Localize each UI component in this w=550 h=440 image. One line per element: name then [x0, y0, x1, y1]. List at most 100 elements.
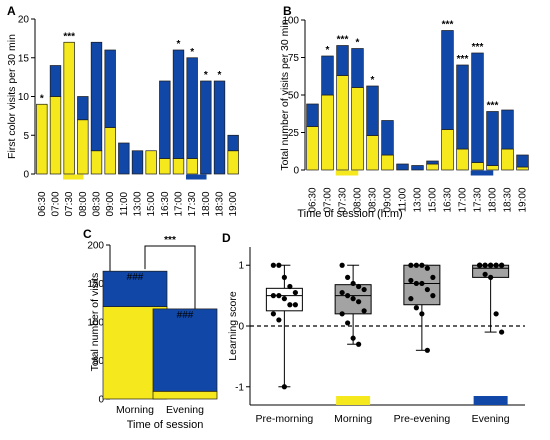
panel-b-period-marker [470, 170, 494, 176]
panel-b-bar-blue [501, 109, 514, 150]
panel-b-x-tick-label: 13:00 [413, 187, 424, 212]
panel-a-significance-label: * [204, 70, 208, 81]
panel-d-data-point [361, 308, 367, 314]
panel-a-x-tick-label: 08:30 [92, 191, 103, 216]
panel-d-data-point [356, 341, 362, 347]
panel-a-y-tick-label: 20 [18, 15, 30, 26]
panel-b-significance-label: * [371, 75, 375, 86]
panel-b-x-tick-label: 08:30 [368, 187, 379, 212]
panel-b-bar-blue [381, 120, 394, 156]
panel-b-bar-yellow [426, 163, 439, 171]
panel-b-bar-yellow [351, 87, 364, 171]
panel-d-data-point [356, 283, 362, 290]
panel-d-data-point [488, 274, 494, 280]
panel-b-significance-label: *** [337, 35, 349, 46]
panel-b-x-tick-label: 08:00 [353, 187, 364, 212]
panel-d-y-tick-label: -1 [235, 382, 244, 393]
panel-b-significance-label: *** [442, 20, 454, 31]
panel-d-data-point [270, 262, 276, 268]
panel-b-x-tick-label: 18:30 [503, 187, 514, 212]
panel-d-y-axis-title: Learning score [227, 291, 239, 361]
panel-a-period-marker [63, 174, 84, 180]
panel-d-x-tick-label: Pre-morning [255, 413, 313, 425]
panel-b-bar-blue [321, 55, 334, 96]
panel-d-data-point [430, 274, 436, 280]
panel-a-significance-label: * [218, 70, 222, 81]
panel-d-period-marker [336, 396, 371, 405]
panel-d-data-point [408, 262, 414, 268]
panel-d-data-point [281, 384, 287, 390]
panel-d-data-point [350, 280, 356, 287]
panel-a-y-tick-label: 0 [23, 170, 29, 181]
panel-c-y-tick-label: 50 [93, 356, 105, 367]
panel-a-bar-blue [172, 49, 185, 159]
panel-c-y-tick-label: 200 [87, 241, 104, 252]
panel-a-y-tick-label: 15 [18, 53, 30, 64]
panel-d-data-point [424, 265, 430, 271]
panel-b-significance-label: * [356, 38, 360, 49]
panel-d-data-point [430, 293, 436, 299]
panel-c-y-axis-title: Total number of visits [89, 273, 101, 372]
panel-a-bar-blue [49, 65, 62, 97]
panel-a-bar-blue [227, 134, 239, 152]
panel-a-y-axis-title: First color visits per 30 min [6, 34, 18, 159]
panel-b-bar-yellow [486, 165, 499, 171]
panel-a-bar-blue [186, 57, 198, 159]
panel-a-bar-yellow [172, 158, 185, 175]
panel-d-data-point [499, 329, 505, 335]
panel-a-x-tick-label: 08:00 [78, 191, 89, 216]
panel-b-y-tick-label: 50 [288, 91, 300, 102]
panel-b-bar-yellow [471, 162, 484, 171]
panel-d-data-point [287, 302, 293, 308]
panel-b-significance-label: *** [487, 101, 499, 112]
panel-a-y-tick-label: 10 [18, 92, 30, 103]
panel-b-x-tick-label: 18:00 [488, 187, 499, 212]
panel-d-data-point [419, 280, 425, 287]
panel-b-x-tick-label: 19:00 [518, 187, 529, 212]
panel-b-bar-yellow [366, 135, 379, 171]
panel-a-bar-yellow [36, 103, 48, 175]
panel-a-bar-blue [200, 80, 212, 175]
panel-d-data-point [499, 262, 505, 268]
panel-d-data-point [413, 262, 419, 268]
panel-c-x-tick-label: Morning [116, 404, 154, 416]
panel-b-bar-blue [486, 111, 499, 166]
panel-b-y-tick-label: 0 [293, 166, 299, 177]
panel-d-data-point [477, 262, 483, 268]
panel-d-data-point [281, 274, 287, 280]
panel-d-data-point [276, 262, 282, 268]
panel-a-bar-blue [213, 80, 226, 175]
panel-d-data-point [339, 311, 345, 317]
panel-b-y-tick-label: 75 [288, 53, 300, 64]
panel-b-x-tick-label: 16:30 [443, 187, 454, 212]
panel-d-data-point [356, 299, 362, 305]
panel-c-bar-blue [152, 308, 218, 392]
panel-a-bar-yellow [104, 127, 116, 175]
panel-b-bar-yellow [501, 148, 514, 171]
panel-a-x-tick-label: 19:00 [228, 191, 239, 216]
panel-a-x-tick-label: 07:00 [51, 191, 62, 216]
panel-a-x-tick-label: 06:30 [37, 191, 48, 216]
panel-d-data-point [350, 296, 356, 302]
panel-d-data-point [413, 280, 419, 287]
panel-b-x-axis-title: Time of session (h:m) [297, 208, 402, 220]
panel-d-data-point [493, 262, 499, 268]
panel-a-bar-blue [159, 80, 171, 159]
panel-b-y-tick-label: 100 [282, 16, 299, 27]
panel-d-data-point [276, 317, 282, 323]
panel-b-bar-blue [366, 85, 379, 136]
panel-a-x-tick-label: 16:30 [160, 191, 171, 216]
panel-d-y-tick-label: 1 [238, 261, 244, 272]
panel-a-x-tick-label: 11:00 [119, 191, 130, 216]
panel-b-bar-blue [396, 163, 409, 171]
panel-c-bracket-label: *** [164, 235, 176, 246]
panel-c-bar-blue [102, 270, 168, 307]
panel-d-x-tick-label: Pre-evening [394, 413, 451, 425]
panel-a-bar-yellow [159, 158, 171, 175]
panel-b-bar-blue [306, 103, 319, 127]
panel-c-bar-yellow [152, 390, 218, 400]
panel-b-x-tick-label: 17:30 [473, 187, 484, 212]
panel-d-x-tick-label: Morning [334, 413, 372, 425]
panel-a-significance-label: * [177, 39, 181, 50]
panel-d-data-point [287, 283, 293, 290]
